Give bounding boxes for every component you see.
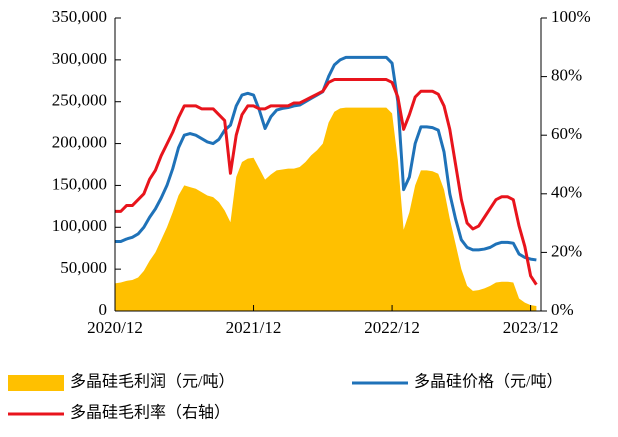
x-tick-label: 2023/12: [503, 318, 559, 337]
legend-swatch: [8, 375, 64, 391]
y-tick-label: 300,000: [52, 49, 107, 68]
x-tick-label: 2021/12: [226, 318, 282, 337]
y-tick-label: 350,000: [52, 7, 107, 26]
y-tick-label: 50,000: [60, 258, 107, 277]
legend-label: 多晶硅毛利率（右轴）: [70, 404, 230, 422]
legend-label: 多晶硅价格（元/吨）: [414, 373, 562, 391]
y-tick-label: 150,000: [52, 174, 107, 193]
area: [115, 107, 537, 312]
y2-tick-label: 20%: [551, 241, 582, 260]
y2-tick-label: 60%: [551, 124, 582, 143]
y-tick-label: 100,000: [52, 216, 107, 235]
y-tick-label: 0: [99, 300, 108, 319]
y2-tick-label: 80%: [551, 66, 582, 85]
legend-label: 多晶硅毛利润（元/吨）: [70, 373, 234, 391]
y2-tick-label: 40%: [551, 183, 582, 202]
y2-tick-label: 100%: [551, 7, 591, 26]
line: [115, 78, 538, 286]
y-tick-label: 200,000: [52, 132, 107, 151]
x-tick-label: 2020/12: [87, 318, 143, 337]
y-tick-label: 250,000: [52, 91, 107, 110]
x-tick-label: 2022/12: [364, 318, 420, 337]
y2-tick-label: 0%: [551, 300, 574, 319]
